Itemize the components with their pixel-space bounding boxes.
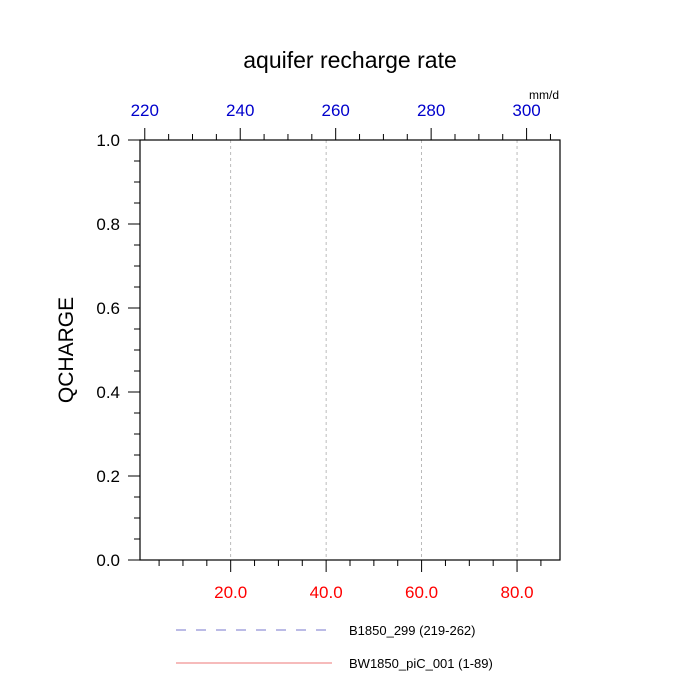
y-axis-label: QCHARGE: [55, 297, 78, 403]
plot-frame: [139, 139, 561, 561]
legend: B1850_299 (219-262) BW1850_piC_001 (1-89): [176, 623, 493, 671]
bottom-tick-label: 60.0: [405, 583, 438, 602]
bottom-tick-label: 80.0: [500, 583, 533, 602]
y-tick-label: 1.0: [96, 131, 120, 150]
top-tick-label: 240: [226, 101, 254, 120]
top-tick-label: 220: [131, 101, 159, 120]
chart-title: aquifer recharge rate: [243, 47, 457, 73]
bottom-tick-label: 20.0: [214, 583, 247, 602]
bottom-tick-label: 40.0: [310, 583, 343, 602]
top-tick-label: 260: [321, 101, 349, 120]
top-tick-label: 300: [512, 101, 540, 120]
top-tick-label: 280: [417, 101, 445, 120]
legend-label: BW1850_piC_001 (1-89): [349, 656, 493, 671]
y-tick-label: 0.0: [96, 551, 120, 570]
y-tick-label: 0.8: [96, 215, 120, 234]
y-tick-label: 0.2: [96, 467, 120, 486]
top-tick-labels: 220 240 260 280 300: [131, 101, 541, 120]
axis-ticks: [128, 128, 551, 572]
y-tick-label: 0.4: [96, 383, 120, 402]
bottom-tick-labels: 20.0 40.0 60.0 80.0: [214, 583, 533, 602]
units-label: mm/d: [529, 88, 559, 102]
legend-label: B1850_299 (219-262): [349, 623, 476, 638]
y-tick-label: 0.6: [96, 299, 120, 318]
grid-lines: [230, 140, 518, 560]
y-tick-labels: 0.0 0.2 0.4 0.6 0.8 1.0: [96, 131, 120, 570]
